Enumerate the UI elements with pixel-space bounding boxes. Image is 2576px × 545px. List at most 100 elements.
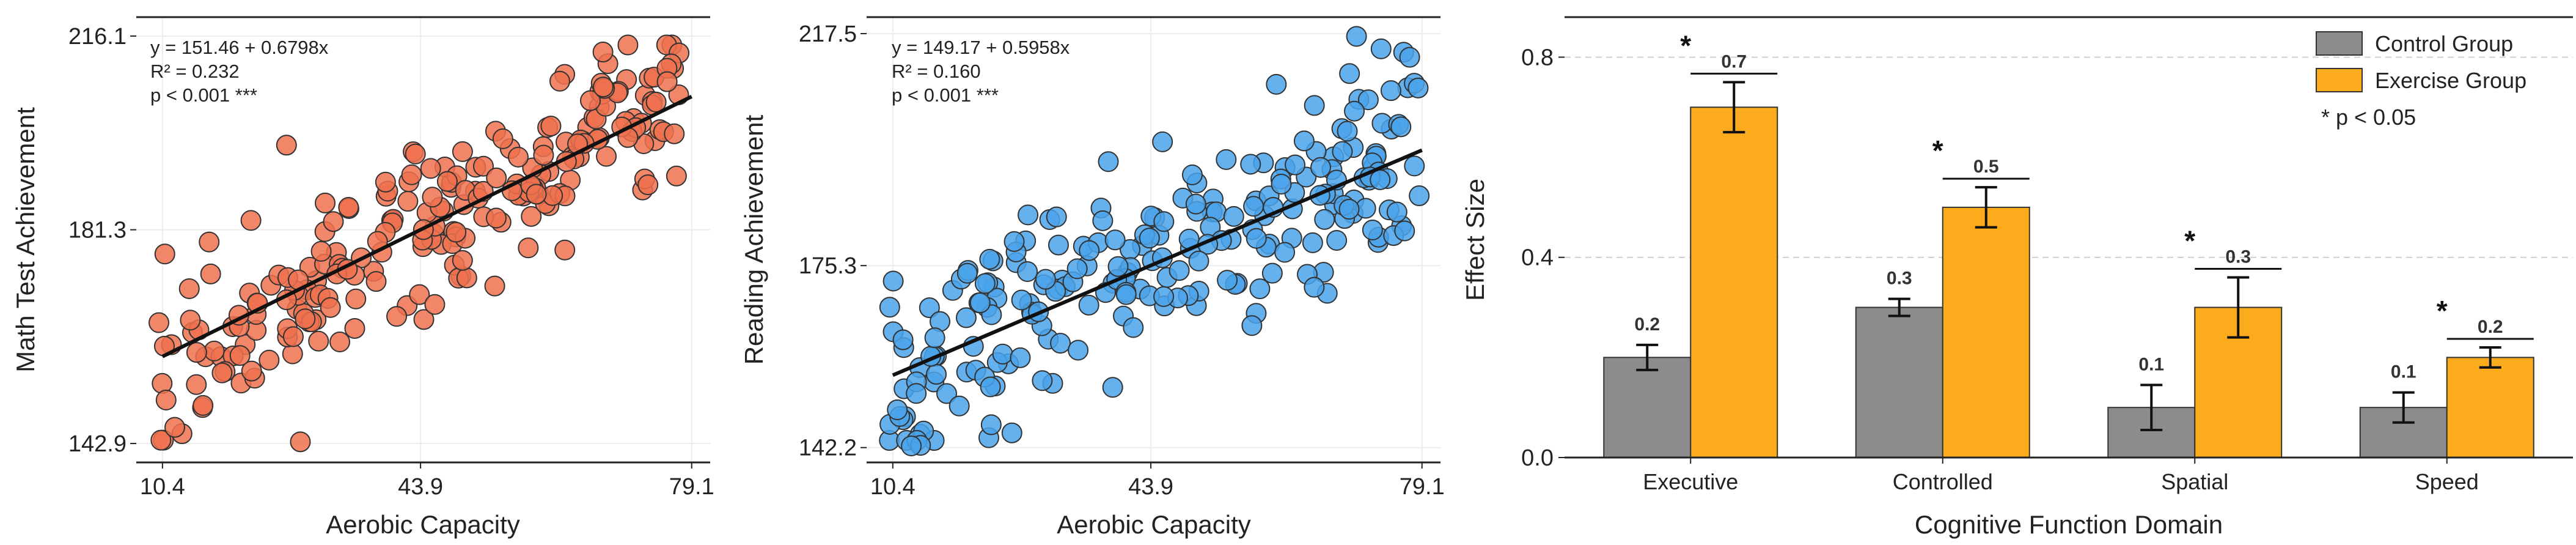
math-point [446, 221, 467, 243]
math-point [154, 243, 175, 265]
bar-y-tick-label: 0.0 [1521, 445, 1554, 471]
math-point [365, 271, 387, 292]
bar-y-ticks: 0.0 0.4 0.8 [1521, 45, 1565, 471]
reading-point [1390, 116, 1412, 138]
math-point [375, 171, 396, 193]
reading-point [956, 262, 978, 284]
reading-point [1004, 231, 1025, 252]
reading-point [1326, 229, 1348, 251]
math-point [526, 184, 547, 205]
math-point [452, 141, 473, 162]
reading-point [992, 343, 1013, 365]
reading-point [879, 297, 900, 318]
exercise-value-label: 0.3 [2225, 247, 2251, 267]
reading-point [1285, 154, 1306, 176]
math-point [664, 123, 685, 144]
reading-point [1314, 209, 1335, 230]
math-point [315, 192, 336, 213]
reading-point [1332, 141, 1353, 162]
reading-point [1370, 38, 1392, 59]
reading-point [1407, 77, 1429, 98]
math-points [149, 34, 690, 453]
math-point [229, 345, 251, 366]
math-point [345, 288, 367, 310]
bar-exercise [2446, 357, 2534, 459]
reading-point [1018, 204, 1039, 226]
reading-point [1241, 315, 1263, 336]
reading-point [883, 270, 904, 292]
exercise-value-label: 0.7 [1721, 51, 1747, 72]
math-point [259, 349, 280, 371]
math-point [344, 317, 365, 339]
legend: Control Group Exercise Group * p < 0.05 [2316, 31, 2526, 130]
reading-point [1102, 377, 1123, 398]
reading-y-tick-label: 217.5 [799, 21, 857, 47]
reading-point [1153, 211, 1175, 232]
math-point [180, 310, 201, 331]
math-y-tick-label: 181.3 [68, 218, 127, 243]
math-point [492, 128, 513, 149]
reading-x-tick-label: 43.9 [1128, 474, 1173, 500]
reading-point [1185, 193, 1206, 215]
math-point [240, 210, 262, 231]
reading-point [1032, 370, 1053, 391]
reading-point [1394, 220, 1415, 242]
math-scatter-panel: y = 151.46 + 0.6798x R² = 0.232 p < 0.00… [11, 16, 714, 539]
math-point [323, 211, 344, 232]
math-regression-line [161, 95, 693, 358]
math-stat-equation: y = 151.46 + 0.6798x [150, 37, 329, 58]
control-value-label: 0.1 [2138, 354, 2164, 374]
reading-stat-equation: y = 149.17 + 0.5958x [892, 37, 1070, 58]
reading-y-tick-label: 175.3 [799, 253, 857, 279]
math-y-tick-label: 216.1 [68, 24, 127, 50]
math-point [554, 239, 576, 261]
reading-point [936, 383, 957, 404]
bar-x-tick-label: Speed [2415, 469, 2479, 494]
math-point [413, 309, 435, 330]
reading-point [924, 327, 945, 349]
bar-x-ticks: Executive Controlled Spatial Speed [1643, 458, 2479, 494]
legend-label-exercise: Exercise Group [2375, 68, 2526, 93]
math-point [485, 207, 507, 229]
reading-point [919, 297, 940, 319]
math-point [178, 278, 200, 299]
legend-significance-note: * p < 0.05 [2321, 105, 2416, 130]
math-point [592, 76, 614, 98]
reading-point [949, 395, 970, 417]
reading-stat-p: p < 0.001 *** [892, 84, 999, 106]
reading-point [1048, 234, 1069, 256]
bar-marks: 0.2 0.7 * 0.3 0.5 * 0.1 0.3 * 0.1 0.2 * [1603, 29, 2534, 459]
math-point [405, 143, 426, 165]
reading-x-tick-label: 79.1 [1400, 474, 1445, 500]
math-point [540, 116, 562, 137]
significance-star: * [1680, 29, 1691, 61]
reading-point [1115, 284, 1137, 305]
math-point [320, 297, 341, 318]
significance-star: * [1932, 135, 1943, 166]
effect-size-bar-panel: 0.2 0.7 * 0.3 0.5 * 0.1 0.3 * 0.1 0.2 * 0.0 0.4 0.8 E… [1461, 16, 2573, 539]
reading-x-axis-title: Aerobic Capacity [1057, 510, 1250, 539]
bar-control [1855, 306, 1943, 458]
reading-point [955, 307, 977, 328]
math-point [579, 90, 601, 111]
reading-point [1079, 240, 1100, 261]
math-point [436, 171, 458, 192]
exercise-value-label: 0.5 [1973, 157, 1999, 177]
reading-point [1123, 317, 1144, 338]
bar-exercise [1690, 106, 1778, 459]
bar-x-tick-label: Spatial [2161, 469, 2228, 494]
math-stat-p: p < 0.001 *** [150, 84, 257, 106]
math-point [456, 267, 477, 289]
math-y-axis-title: Math Test Achievement [11, 107, 40, 373]
math-point [199, 231, 220, 253]
math-point [241, 360, 262, 382]
legend-swatch-exercise [2316, 68, 2363, 92]
reading-point [1152, 131, 1173, 152]
reading-point [1249, 278, 1271, 300]
math-x-axis-title: Aerobic Capacity [326, 510, 519, 539]
reading-point [1153, 286, 1175, 307]
math-point [200, 263, 221, 284]
reading-point [1346, 26, 1367, 47]
bar-control [1603, 357, 1692, 459]
math-point [486, 167, 507, 188]
